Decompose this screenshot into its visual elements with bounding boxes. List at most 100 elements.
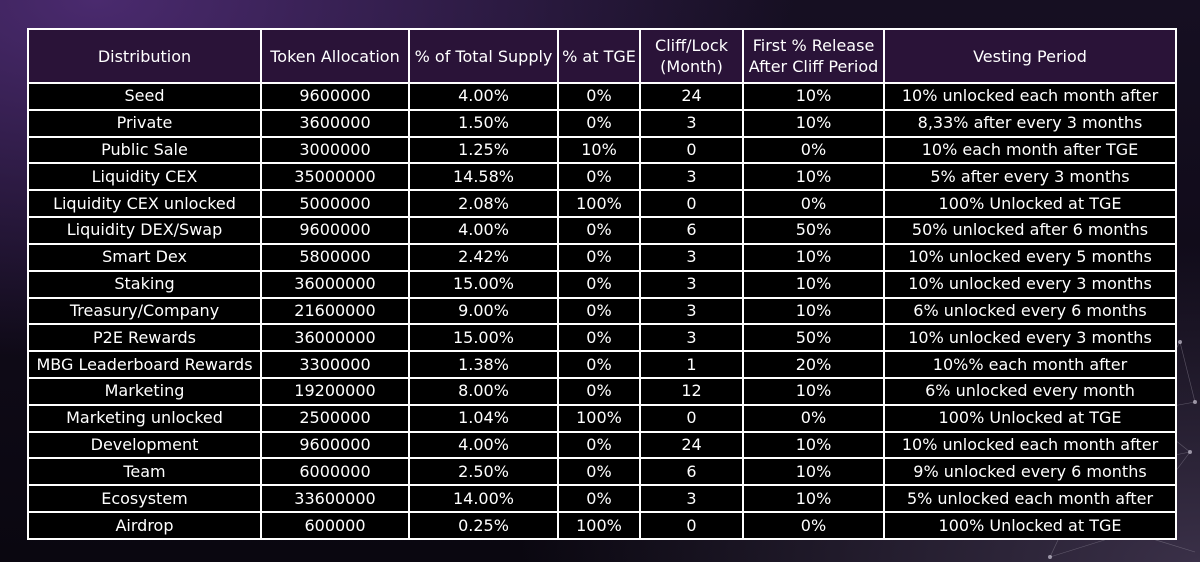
header-cliff-line-2: (Month) <box>660 57 723 76</box>
cell-vesting-period: 10% each month after TGE <box>883 135 1177 165</box>
cell-token-allocation: 9600000 <box>260 82 410 111</box>
cell-cliff-month: 3 <box>639 242 744 272</box>
table-row: Team 6000000 2.50% 0% 6 10% 9% unlocked every … <box>27 457 1177 487</box>
cell-cliff-month: 6 <box>639 457 744 487</box>
cell-distribution: Liquidity CEX unlocked <box>27 189 262 219</box>
cell-percent-total-supply: 14.00% <box>408 484 559 513</box>
cell-cliff-month: 0 <box>639 403 744 433</box>
cell-first-release: 10% <box>742 376 885 406</box>
cell-percent-total-supply: 2.42% <box>408 242 559 272</box>
cell-token-allocation: 5800000 <box>260 242 410 272</box>
cell-first-release: 10% <box>742 457 885 487</box>
table-row: P2E Rewards 36000000 15.00% 0% 3 50% 10% unloc… <box>27 323 1177 353</box>
cell-cliff-month: 24 <box>639 82 744 111</box>
cell-percent-total-supply: 15.00% <box>408 323 559 353</box>
cell-vesting-period: 8,33% after every 3 months <box>883 108 1177 138</box>
cell-percent-total-supply: 2.08% <box>408 189 559 219</box>
cell-distribution: Marketing <box>27 376 262 406</box>
cell-percent-total-supply: 4.00% <box>408 216 559 245</box>
header-percent-total-supply: % of Total Supply <box>408 28 559 84</box>
cell-token-allocation: 36000000 <box>260 269 410 299</box>
table-row: Liquidity DEX/Swap 9600000 4.00% 0% 6 50% 50% … <box>27 216 1177 245</box>
cell-first-release: 0% <box>742 135 885 165</box>
cell-distribution: P2E Rewards <box>27 323 262 353</box>
cell-first-release: 0% <box>742 403 885 433</box>
token-distribution-table: Distribution Token Allocation % of Total… <box>27 28 1177 540</box>
cell-distribution: Development <box>27 430 262 460</box>
table-row: Private 3600000 1.50% 0% 3 10% 8,33% after eve… <box>27 108 1177 138</box>
cell-token-allocation: 36000000 <box>260 323 410 353</box>
cell-cliff-month: 3 <box>639 296 744 326</box>
cell-vesting-period: 10%% each month after <box>883 350 1177 379</box>
cell-vesting-period: 10% unlocked every 5 months <box>883 242 1177 272</box>
cell-token-allocation: 3300000 <box>260 350 410 379</box>
table-row: Development 9600000 4.00% 0% 24 10% 10% unlock… <box>27 430 1177 460</box>
cell-cliff-month: 0 <box>639 189 744 219</box>
cell-vesting-period: 10% unlocked each month after <box>883 82 1177 111</box>
header-percent-at-tge: % at TGE <box>557 28 641 84</box>
cell-percent-total-supply: 15.00% <box>408 269 559 299</box>
cell-percent-at-tge: 0% <box>557 269 641 299</box>
cell-vesting-period: 100% Unlocked at TGE <box>883 511 1177 540</box>
header-first-release: First % Release After Cliff Period <box>742 28 885 84</box>
table-row: Airdrop 600000 0.25% 100% 0 0% 100% Unlocked a… <box>27 511 1177 540</box>
cell-percent-at-tge: 0% <box>557 430 641 460</box>
cell-vesting-period: 9% unlocked every 6 months <box>883 457 1177 487</box>
cell-percent-at-tge: 10% <box>557 135 641 165</box>
cell-first-release: 50% <box>742 216 885 245</box>
cell-vesting-period: 6% unlocked every month <box>883 376 1177 406</box>
cell-percent-at-tge: 0% <box>557 216 641 245</box>
cell-vesting-period: 50% unlocked after 6 months <box>883 216 1177 245</box>
table-row: Public Sale 3000000 1.25% 10% 0 0% 10% each mo… <box>27 135 1177 165</box>
table-row: Staking 36000000 15.00% 0% 3 10% 10% unlocked … <box>27 269 1177 299</box>
cell-distribution: MBG Leaderboard Rewards <box>27 350 262 379</box>
cell-cliff-month: 3 <box>639 162 744 192</box>
cell-percent-at-tge: 100% <box>557 511 641 540</box>
cell-distribution: Private <box>27 108 262 138</box>
cell-percent-at-tge: 0% <box>557 323 641 353</box>
cell-distribution: Liquidity CEX <box>27 162 262 192</box>
cell-vesting-period: 5% unlocked each month after <box>883 484 1177 513</box>
cell-vesting-period: 100% Unlocked at TGE <box>883 189 1177 219</box>
table-row: Marketing unlocked 2500000 1.04% 100% 0 0% 100… <box>27 403 1177 433</box>
cell-cliff-month: 1 <box>639 350 744 379</box>
cell-cliff-month: 3 <box>639 323 744 353</box>
cell-cliff-month: 6 <box>639 216 744 245</box>
cell-first-release: 20% <box>742 350 885 379</box>
cell-token-allocation: 19200000 <box>260 376 410 406</box>
cell-token-allocation: 600000 <box>260 511 410 540</box>
cell-percent-total-supply: 14.58% <box>408 162 559 192</box>
table-row: Seed 9600000 4.00% 0% 24 10% 10% unlocked each… <box>27 82 1177 111</box>
cell-percent-total-supply: 1.50% <box>408 108 559 138</box>
cell-percent-at-tge: 0% <box>557 82 641 111</box>
cell-percent-total-supply: 0.25% <box>408 511 559 540</box>
cell-percent-total-supply: 1.25% <box>408 135 559 165</box>
cell-distribution: Public Sale <box>27 135 262 165</box>
header-token-allocation: Token Allocation <box>260 28 410 84</box>
header-vesting-period: Vesting Period <box>883 28 1177 84</box>
cell-vesting-period: 10% unlocked every 3 months <box>883 323 1177 353</box>
cell-token-allocation: 9600000 <box>260 216 410 245</box>
cell-cliff-month: 12 <box>639 376 744 406</box>
cell-percent-at-tge: 0% <box>557 108 641 138</box>
cell-percent-total-supply: 4.00% <box>408 430 559 460</box>
cell-percent-at-tge: 0% <box>557 457 641 487</box>
cell-first-release: 10% <box>742 269 885 299</box>
cell-token-allocation: 3000000 <box>260 135 410 165</box>
cell-first-release: 10% <box>742 430 885 460</box>
cell-token-allocation: 3600000 <box>260 108 410 138</box>
cell-percent-total-supply: 2.50% <box>408 457 559 487</box>
cell-token-allocation: 6000000 <box>260 457 410 487</box>
table-row: Treasury/Company 21600000 9.00% 0% 3 10% 6% un… <box>27 296 1177 326</box>
cell-distribution: Staking <box>27 269 262 299</box>
cell-token-allocation: 33600000 <box>260 484 410 513</box>
header-cliff-lock: Cliff/Lock (Month) <box>639 28 744 84</box>
cell-percent-total-supply: 1.04% <box>408 403 559 433</box>
cell-first-release: 0% <box>742 511 885 540</box>
cell-percent-total-supply: 4.00% <box>408 82 559 111</box>
cell-percent-at-tge: 0% <box>557 296 641 326</box>
header-cliff-line-1: Cliff/Lock <box>655 36 728 55</box>
cell-first-release: 0% <box>742 189 885 219</box>
cell-distribution: Treasury/Company <box>27 296 262 326</box>
cell-distribution: Airdrop <box>27 511 262 540</box>
